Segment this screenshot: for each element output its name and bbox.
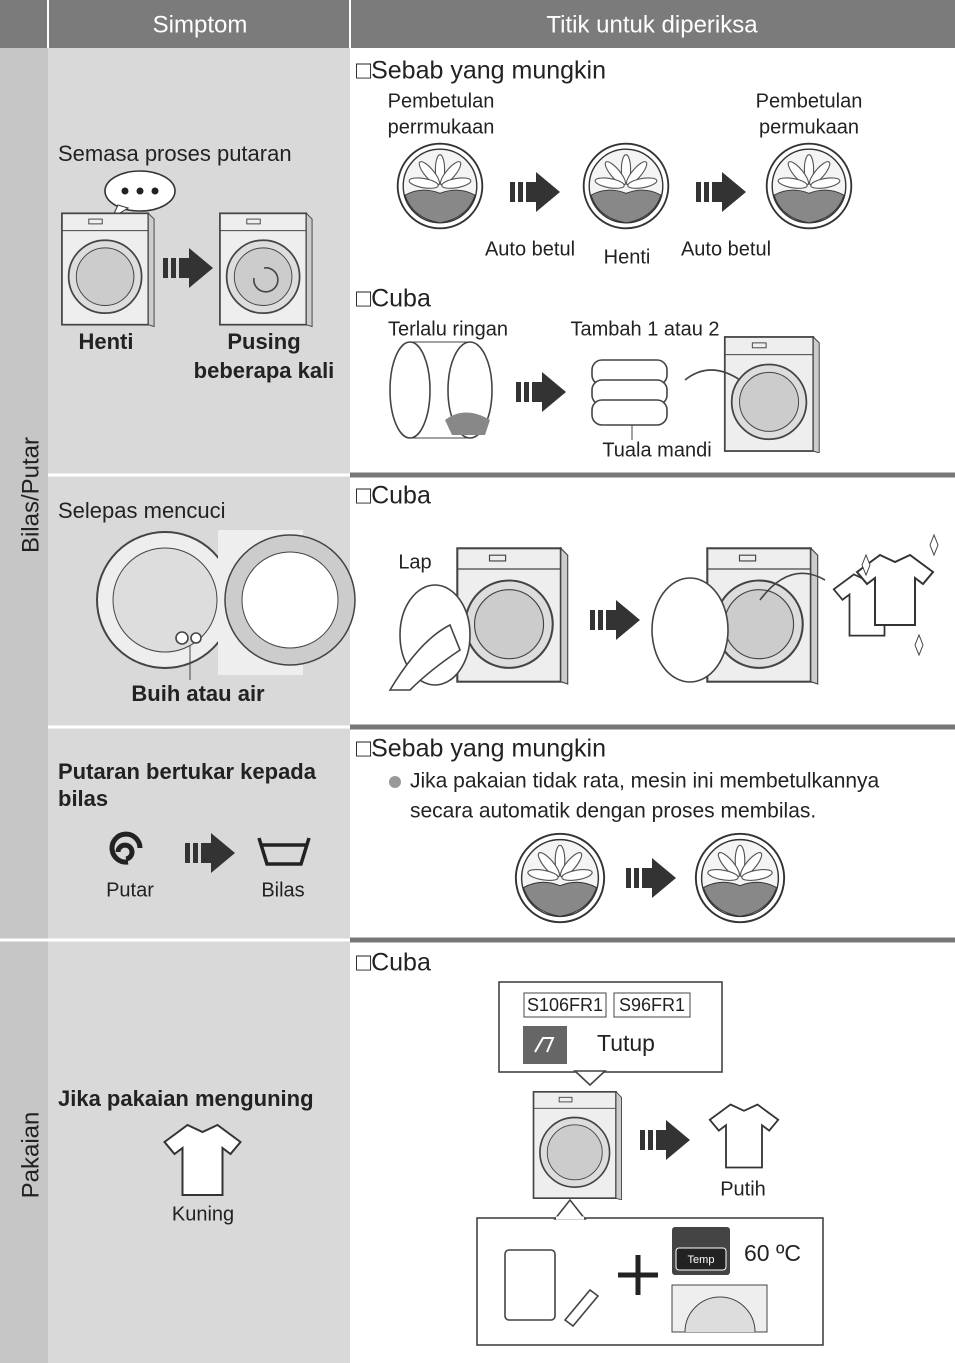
label: Lap bbox=[398, 551, 431, 573]
header-check: Titik untuk diperiksa bbox=[546, 11, 758, 38]
step-label: Auto betul bbox=[485, 238, 575, 260]
label: perrmukaan bbox=[388, 116, 495, 138]
symptom-title: Semasa proses putaran bbox=[58, 141, 292, 166]
label: Putih bbox=[720, 1178, 766, 1200]
label: Bilas bbox=[261, 879, 304, 901]
label: Tambah 1 atau 2 bbox=[571, 318, 720, 340]
label: Terlalu ringan bbox=[388, 318, 508, 340]
step-label: Henti bbox=[604, 246, 651, 268]
caption: Buih atau air bbox=[131, 681, 265, 706]
section-column bbox=[0, 48, 48, 1363]
model-label: S106FR1 bbox=[527, 995, 603, 1015]
header-bar bbox=[0, 0, 955, 48]
label: Pembetulan bbox=[756, 90, 863, 112]
heading: □Sebab yang mungkin bbox=[356, 735, 606, 763]
header-symptom: Simptom bbox=[153, 11, 248, 38]
label: Pembetulan bbox=[388, 90, 495, 112]
body-text: Jika pakaian tidak rata, mesin ini membe… bbox=[410, 770, 880, 793]
caption: Kuning bbox=[172, 1203, 234, 1225]
heading: □Sebab yang mungkin bbox=[356, 57, 606, 85]
off-label: Tutup bbox=[597, 1030, 655, 1056]
symptom-title: Putaran bertukar kepada bbox=[58, 759, 317, 784]
symptom-title: Selepas mencuci bbox=[58, 498, 226, 523]
symptom-title: Jika pakaian menguning bbox=[58, 1086, 314, 1111]
spin-label: beberapa kali bbox=[194, 358, 335, 383]
stop-label: Henti bbox=[79, 329, 134, 354]
symptom-title: bilas bbox=[58, 786, 108, 811]
step-label: Auto betul bbox=[681, 238, 771, 260]
model-label: S96FR1 bbox=[619, 995, 685, 1015]
section-label: Bilas/Putar bbox=[17, 437, 44, 553]
label: permukaan bbox=[759, 116, 859, 138]
body-text: secara automatik dengan proses membilas. bbox=[410, 800, 816, 823]
heading: □Cuba bbox=[356, 482, 431, 510]
spin-label: Pusing bbox=[227, 329, 300, 354]
temp-label: 60 ºC bbox=[744, 1240, 801, 1266]
heading: □Cuba bbox=[356, 949, 431, 977]
section-label: Pakaian bbox=[17, 1112, 44, 1199]
label: Putar bbox=[106, 879, 154, 901]
temp-button: Temp bbox=[688, 1254, 715, 1266]
label: Tuala mandi bbox=[602, 439, 711, 461]
heading: □Cuba bbox=[356, 285, 431, 313]
